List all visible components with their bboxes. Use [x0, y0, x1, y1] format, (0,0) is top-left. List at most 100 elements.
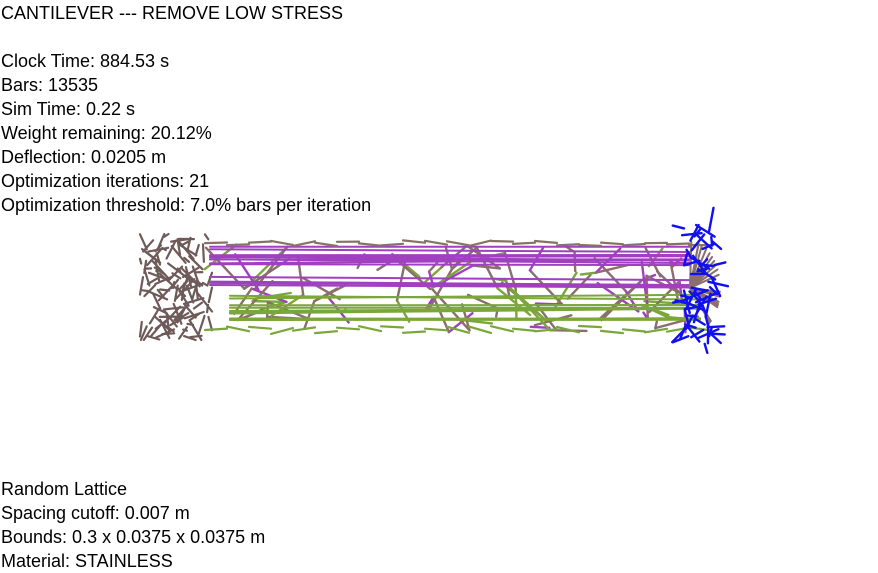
- load-arrow: [694, 223, 716, 238]
- spacing-cutoff-readout: Spacing cutoff: 0.007 m: [1, 503, 190, 523]
- support-bar: [141, 289, 152, 293]
- load-arrow: [709, 332, 722, 345]
- lattice-bar: [689, 242, 700, 289]
- support-bar: [142, 239, 155, 253]
- load-arrow: [694, 317, 706, 326]
- support-bar: [147, 290, 169, 301]
- support-bar: [175, 312, 190, 322]
- lattice-bar: [577, 324, 603, 329]
- sim-time-readout: Sim Time: 0.22 s: [1, 99, 136, 119]
- support-bar: [148, 309, 159, 325]
- lattice-bar: [533, 239, 559, 244]
- support-bar: [157, 283, 175, 302]
- support-bar: [154, 275, 174, 286]
- lattice-bar: [203, 241, 229, 245]
- lattice-bar: [555, 243, 581, 247]
- lattice-bar: [379, 325, 405, 329]
- lattice-bar: [599, 241, 625, 246]
- deflection-readout: Deflection: 0.0205 m: [1, 147, 167, 167]
- support-bar: [170, 238, 190, 243]
- support-bar: [184, 304, 197, 319]
- material-readout: Material: STAINLESS: [1, 551, 173, 571]
- load-arrow: [674, 299, 688, 305]
- support-bar: [171, 272, 182, 280]
- load-arrow: [706, 325, 726, 329]
- lattice-bar: [621, 242, 647, 247]
- support-bar: [165, 239, 177, 260]
- lattice-bar: [665, 242, 691, 246]
- support-bar: [152, 306, 168, 315]
- lattice-bar: [209, 284, 691, 289]
- support-bar: [201, 281, 209, 287]
- lattice-bar: [579, 271, 597, 276]
- simulation-title: CANTILEVER --- REMOVE LOW STRESS: [1, 3, 344, 23]
- load-arrow: [671, 326, 688, 344]
- load-arrow: [688, 302, 705, 312]
- load-arrow: [690, 328, 705, 339]
- load-arrow: [693, 232, 713, 250]
- lattice-bar: [269, 327, 295, 335]
- support-bar: [186, 322, 195, 326]
- lattice-bar: [689, 255, 714, 289]
- lattice-bar: [401, 239, 427, 244]
- support-bar: [197, 314, 206, 336]
- lattice-bar: [555, 325, 581, 334]
- load-arrow: [684, 323, 697, 329]
- lattice-bar: [445, 240, 471, 247]
- support-bar: [142, 248, 161, 264]
- support-bar: [207, 271, 214, 285]
- lattice-bar: [640, 260, 649, 306]
- load-arrow: [711, 240, 723, 251]
- load-arrow: [700, 263, 715, 268]
- lattice-bar: [643, 300, 684, 305]
- lattice-bar: [594, 263, 630, 274]
- support-bar: [167, 262, 189, 280]
- load-arrow: [684, 287, 698, 311]
- lattice-bar: [335, 326, 361, 331]
- lattice-bar: [229, 294, 701, 301]
- support-bar: [183, 282, 205, 292]
- load-arrow: [692, 301, 702, 324]
- lattice-bar: [225, 243, 251, 247]
- support-bar: [172, 302, 183, 325]
- lattice-bar: [209, 281, 691, 288]
- lattice-bar: [269, 239, 295, 246]
- load-arrows: [671, 206, 730, 354]
- lattice-bar: [203, 327, 229, 332]
- support-bar: [191, 284, 198, 300]
- support-bar: [183, 256, 191, 263]
- support-bar: [154, 244, 163, 253]
- lattice-bar: [423, 327, 449, 332]
- support-bar: [180, 276, 189, 296]
- lattice-bar: [511, 327, 537, 332]
- support-bar: [176, 267, 182, 273]
- support-bar: [146, 334, 161, 341]
- lattice-bar: [533, 328, 559, 333]
- lattice-bar: [357, 242, 383, 247]
- support-bar: [192, 301, 204, 310]
- support-bar: [163, 232, 170, 238]
- load-arrow: [684, 314, 694, 331]
- load-arrow: [691, 254, 707, 275]
- support-bar: [139, 325, 148, 342]
- lattice-bar: [229, 293, 701, 300]
- lattice-bar: [511, 241, 537, 245]
- load-arrow: [704, 292, 712, 319]
- lattice-bar: [489, 325, 515, 333]
- lattice-bar: [423, 239, 449, 246]
- load-arrow: [697, 297, 718, 306]
- lattice-bar: [313, 287, 339, 303]
- load-arrow: [683, 308, 690, 327]
- lattice-bar: [209, 248, 691, 253]
- support-bar: [154, 328, 175, 339]
- load-arrow: [680, 231, 703, 237]
- lattice-bar: [401, 330, 427, 334]
- load-arrow: [703, 342, 709, 354]
- load-arrow: [685, 248, 693, 260]
- bars-count-readout: Bars: 13535: [1, 75, 99, 95]
- support-bar: [196, 291, 214, 313]
- lattice-bar: [291, 240, 317, 247]
- lattice-bar: [621, 328, 647, 333]
- lattice-bar: [379, 242, 405, 247]
